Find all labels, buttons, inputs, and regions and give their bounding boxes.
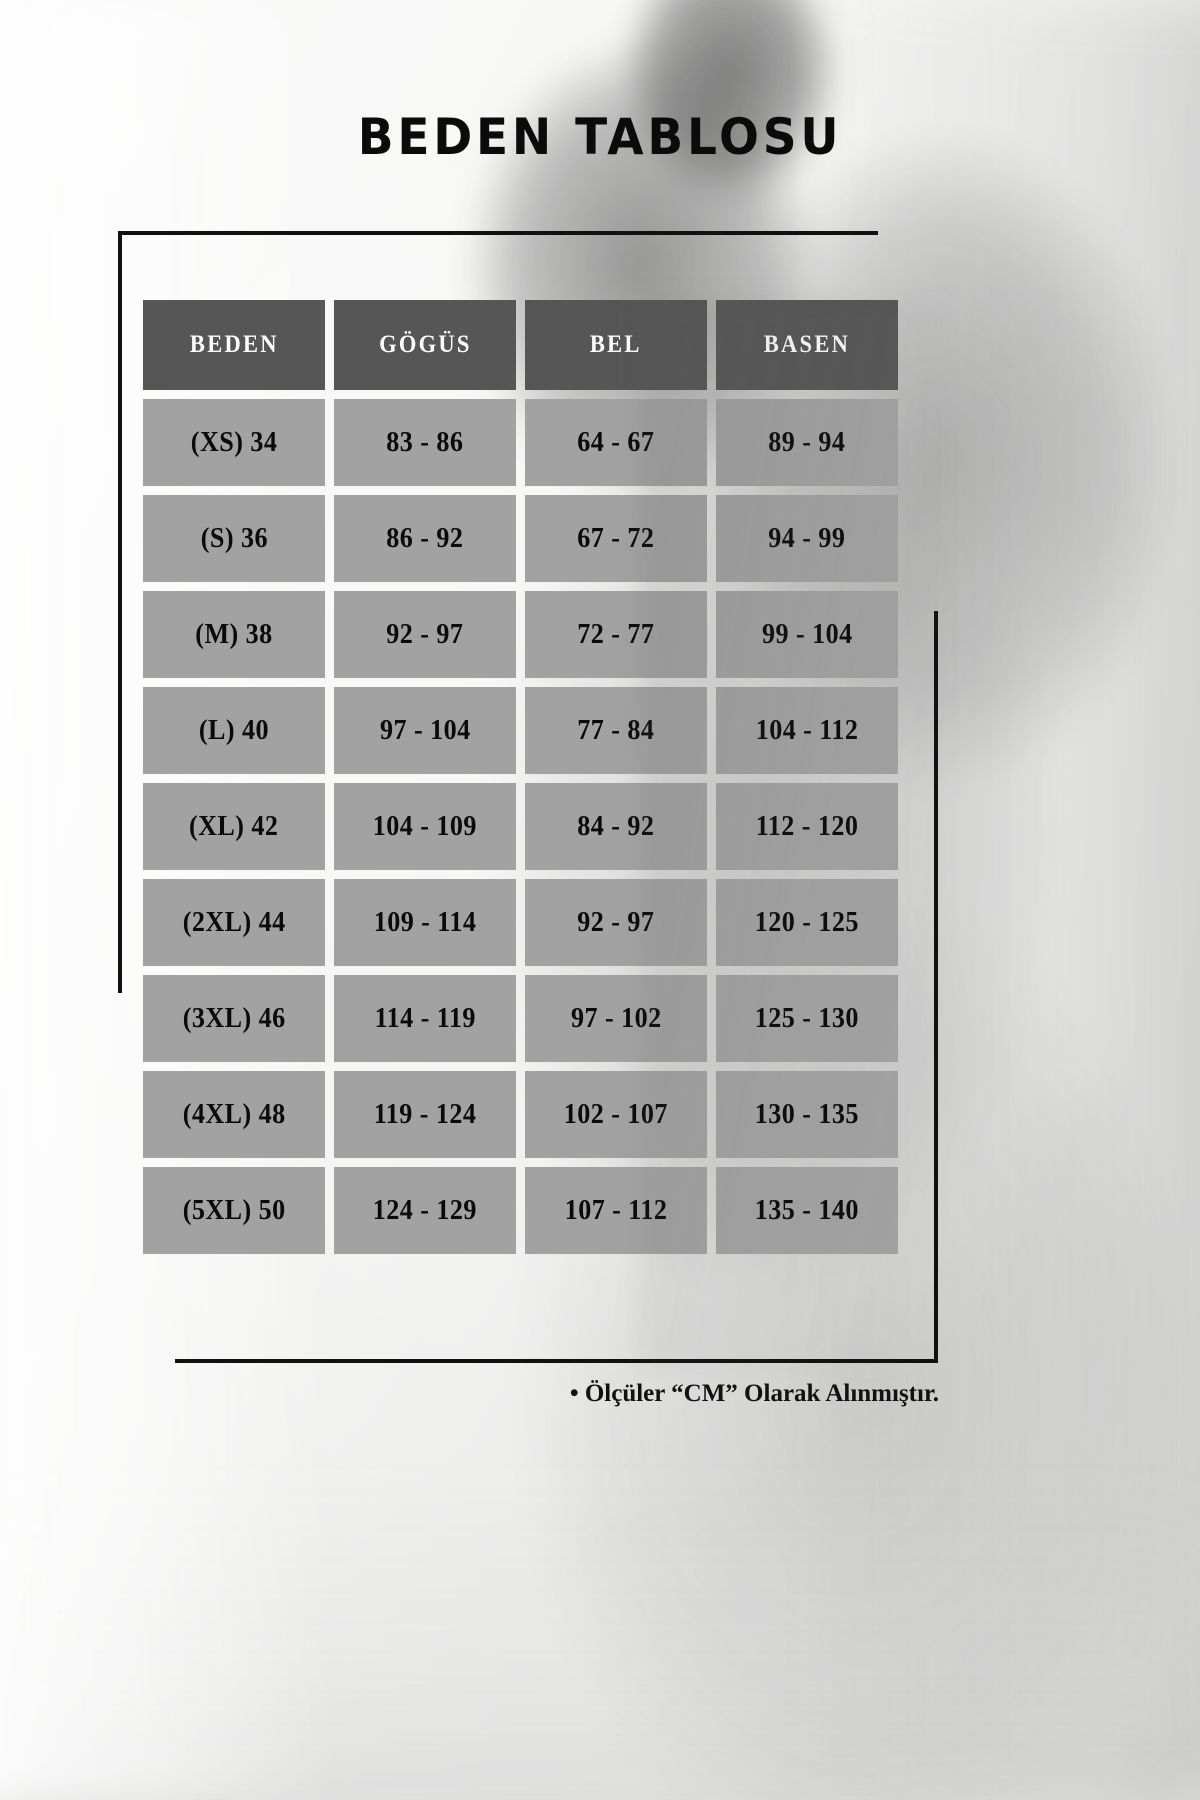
table-cell-value: 83 - 86 [386, 426, 464, 458]
table-cell-value: 109 - 114 [373, 906, 477, 938]
table-cell-value: (2XL) 44 [182, 906, 286, 938]
table-cell-value: 120 - 125 [754, 906, 860, 938]
table-cell-value: 102 - 107 [563, 1098, 669, 1130]
table-cell-value: 77 - 84 [577, 714, 655, 746]
table-cell: (S) 36 [143, 495, 325, 582]
size-table: BEDEN GÖGÜS BEL BASEN (XS) 34 83 - 86 64 - 67 8… [143, 300, 911, 1254]
table-cell: 86 - 92 [334, 495, 516, 582]
table-cell: 99 - 104 [716, 591, 898, 678]
table-cell-value: (M) 38 [195, 618, 273, 650]
table-header-label: BEL [590, 331, 642, 358]
table-cell: 72 - 77 [525, 591, 707, 678]
table-cell-value: 135 - 140 [754, 1194, 860, 1226]
table-cell-value: 94 - 99 [768, 522, 846, 554]
table-cell-value: 104 - 112 [755, 714, 859, 746]
table-cell: 97 - 104 [334, 687, 516, 774]
table-header-cell: BEDEN [143, 300, 325, 390]
table-cell: (XL) 42 [143, 783, 325, 870]
table-cell: 135 - 140 [716, 1167, 898, 1254]
table-cell: (3XL) 46 [143, 975, 325, 1062]
table-row: (XS) 34 83 - 86 64 - 67 89 - 94 [143, 399, 911, 486]
table-row: (5XL) 50 124 - 129 107 - 112 135 - 140 [143, 1167, 911, 1254]
table-header-label: BASEN [763, 331, 851, 358]
table-cell-value: 67 - 72 [577, 522, 655, 554]
table-cell-value: 86 - 92 [386, 522, 464, 554]
table-cell-value: (L) 40 [198, 714, 270, 746]
table-header-cell: BASEN [716, 300, 898, 390]
table-cell-value: 130 - 135 [754, 1098, 860, 1130]
table-cell: 64 - 67 [525, 399, 707, 486]
table-cell-value: (XL) 42 [189, 810, 279, 842]
table-header-label: BEDEN [189, 331, 279, 358]
table-row: (4XL) 48 119 - 124 102 - 107 130 - 135 [143, 1071, 911, 1158]
table-cell-value: (XS) 34 [190, 426, 278, 458]
table-cell: 130 - 135 [716, 1071, 898, 1158]
table-cell: 112 - 120 [716, 783, 898, 870]
corner-bracket-bottom-right-horizontal [175, 1359, 938, 1363]
table-cell-value: 107 - 112 [564, 1194, 668, 1226]
table-cell: 67 - 72 [525, 495, 707, 582]
table-cell: 77 - 84 [525, 687, 707, 774]
table-cell: 89 - 94 [716, 399, 898, 486]
table-cell: (M) 38 [143, 591, 325, 678]
table-cell-value: 72 - 77 [577, 618, 655, 650]
table-cell-value: (4XL) 48 [182, 1098, 286, 1130]
table-cell-value: (3XL) 46 [182, 1002, 286, 1034]
page-title: BEDEN TABLOSU [357, 108, 843, 166]
table-cell: 102 - 107 [525, 1071, 707, 1158]
table-cell-value: 114 - 119 [374, 1002, 476, 1034]
table-cell-value: 104 - 109 [372, 810, 478, 842]
table-header-cell: GÖGÜS [334, 300, 516, 390]
table-cell: 97 - 102 [525, 975, 707, 1062]
table-header-row: BEDEN GÖGÜS BEL BASEN [143, 300, 911, 390]
table-cell-value: 92 - 97 [386, 618, 464, 650]
table-cell-value: (S) 36 [200, 522, 268, 554]
table-cell: (L) 40 [143, 687, 325, 774]
table-cell-value: 92 - 97 [577, 906, 655, 938]
table-cell: 92 - 97 [334, 591, 516, 678]
corner-bracket-bottom-right-vertical [934, 611, 938, 1363]
table-cell: 125 - 130 [716, 975, 898, 1062]
table-cell-value: 112 - 120 [755, 810, 859, 842]
corner-bracket-top-left-horizontal [118, 231, 878, 235]
table-row: (2XL) 44 109 - 114 92 - 97 120 - 125 [143, 879, 911, 966]
table-cell: 114 - 119 [334, 975, 516, 1062]
table-cell: 119 - 124 [334, 1071, 516, 1158]
table-cell-value: 124 - 129 [372, 1194, 478, 1226]
table-row: (M) 38 92 - 97 72 - 77 99 - 104 [143, 591, 911, 678]
table-cell: 84 - 92 [525, 783, 707, 870]
table-cell-value: 84 - 92 [577, 810, 655, 842]
table-cell: 104 - 109 [334, 783, 516, 870]
table-cell: 124 - 129 [334, 1167, 516, 1254]
table-cell-value: 97 - 102 [570, 1002, 662, 1034]
table-row: (L) 40 97 - 104 77 - 84 104 - 112 [143, 687, 911, 774]
table-cell: (4XL) 48 [143, 1071, 325, 1158]
table-cell-value: 97 - 104 [379, 714, 471, 746]
table-cell: 94 - 99 [716, 495, 898, 582]
table-row: (3XL) 46 114 - 119 97 - 102 125 - 130 [143, 975, 911, 1062]
table-cell-value: 64 - 67 [577, 426, 655, 458]
table-row: (S) 36 86 - 92 67 - 72 94 - 99 [143, 495, 911, 582]
table-cell: 92 - 97 [525, 879, 707, 966]
table-cell: 107 - 112 [525, 1167, 707, 1254]
table-cell: (XS) 34 [143, 399, 325, 486]
table-cell-value: 99 - 104 [761, 618, 853, 650]
table-cell: (5XL) 50 [143, 1167, 325, 1254]
corner-bracket-top-left-vertical [118, 231, 122, 993]
table-cell-value: 89 - 94 [768, 426, 846, 458]
table-cell-value: 119 - 124 [373, 1098, 477, 1130]
table-cell-value: (5XL) 50 [182, 1194, 286, 1226]
table-cell: 109 - 114 [334, 879, 516, 966]
table-cell-value: 125 - 130 [754, 1002, 860, 1034]
measurement-unit-note: • Ölçüler “CM” Olarak Alınmıştır. [569, 1380, 939, 1407]
table-cell: 120 - 125 [716, 879, 898, 966]
table-header-label: GÖGÜS [378, 331, 472, 358]
table-cell: 104 - 112 [716, 687, 898, 774]
table-header-cell: BEL [525, 300, 707, 390]
table-cell: (2XL) 44 [143, 879, 325, 966]
table-row: (XL) 42 104 - 109 84 - 92 112 - 120 [143, 783, 911, 870]
table-cell: 83 - 86 [334, 399, 516, 486]
